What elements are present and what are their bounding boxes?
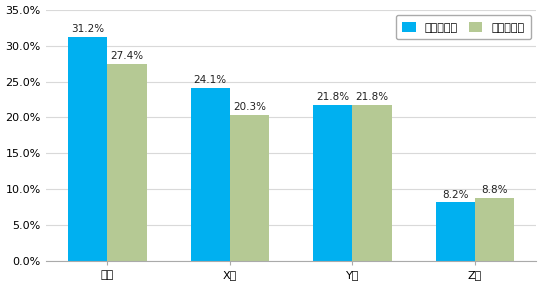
Text: 8.2%: 8.2% [442, 190, 469, 200]
Bar [230, 115, 269, 261]
Text: 27.4%: 27.4% [111, 51, 144, 61]
Text: 31.2%: 31.2% [71, 24, 104, 34]
Text: 8.8%: 8.8% [481, 185, 508, 195]
Text: 21.8%: 21.8% [356, 92, 389, 102]
Bar [68, 37, 107, 261]
Bar [352, 105, 392, 261]
Bar [475, 198, 514, 261]
Bar [191, 88, 230, 261]
Bar [436, 202, 475, 261]
Bar [107, 64, 146, 261]
Text: 20.3%: 20.3% [233, 102, 266, 112]
Legend: 金額シェア, 数量シェア: 金額シェア, 数量シェア [396, 15, 531, 39]
Text: 24.1%: 24.1% [193, 75, 227, 85]
Text: 21.8%: 21.8% [316, 92, 350, 102]
Bar [313, 105, 352, 261]
